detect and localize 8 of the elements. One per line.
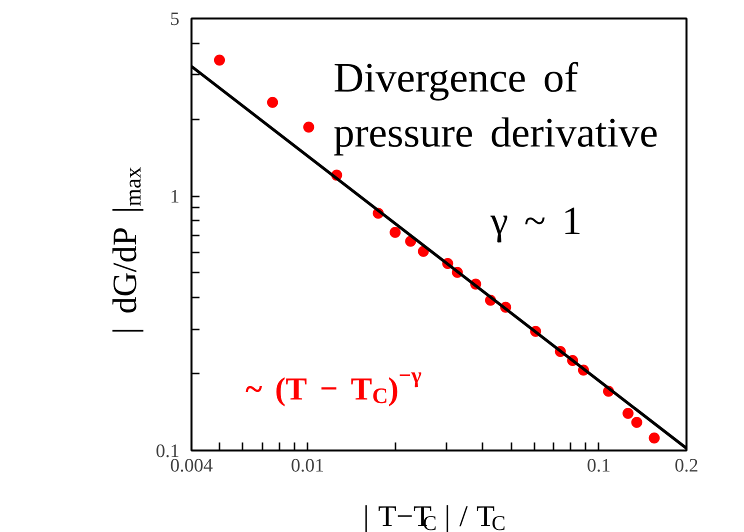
y-tick-label: 5 — [170, 9, 180, 30]
x-tick-label: 0.2 — [674, 456, 698, 476]
x-tick-label: 0.01 — [290, 456, 324, 476]
annotation: γ ~ 1 — [490, 198, 582, 243]
y-axis-title: | dG/dP |max — [107, 166, 146, 334]
x-tick-label: 0.1 — [586, 456, 611, 476]
y-tick-label: 1 — [170, 186, 180, 208]
text: Divergence of pressure derivative — [334, 56, 658, 156]
